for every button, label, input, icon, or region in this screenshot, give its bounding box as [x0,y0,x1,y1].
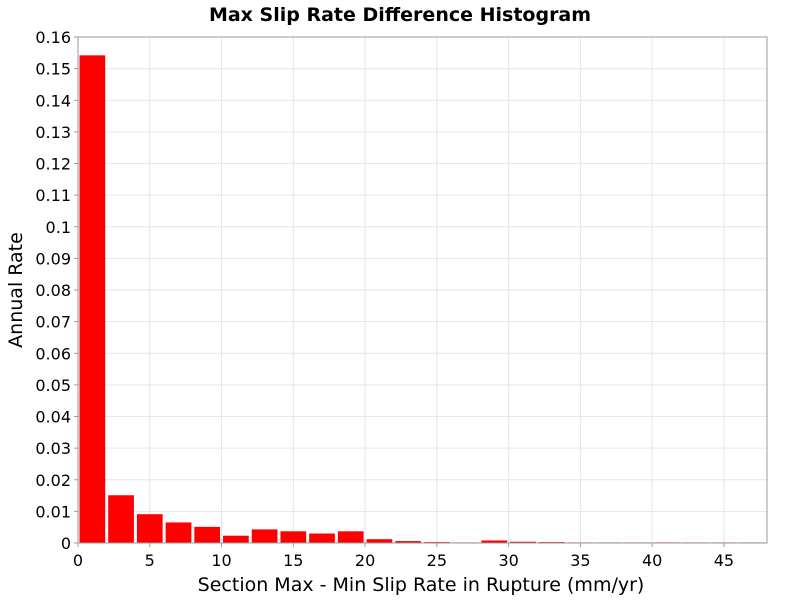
y-tick-label: 0.13 [35,123,71,142]
x-tick-label: 20 [355,551,375,570]
y-tick-label: 0.07 [35,313,71,332]
bar [165,522,192,543]
y-tick-label: 0.06 [35,344,71,363]
bar [481,540,508,543]
y-tick-label: 0.05 [35,376,71,395]
bar [223,535,249,543]
grid-lines [78,37,767,543]
bar [337,531,364,543]
bar [108,495,134,543]
y-tick-label: 0.1 [46,218,71,237]
bar [79,55,106,543]
y-tick-label: 0.14 [35,91,71,110]
x-axis-ticks: 0 5 10 15 20 25 30 35 40 45 [73,543,734,570]
y-tick-label: 0.02 [35,471,71,490]
y-tick-label: 0.08 [35,281,71,300]
y-tick-label: 0.15 [35,60,71,79]
chart-title: Max Slip Rate Difference Histogram [209,4,591,26]
y-tick-label: 0.09 [35,249,71,268]
x-tick-label: 35 [570,551,590,570]
y-tick-label: 0 [61,534,71,553]
bar [309,533,335,543]
bar [251,529,278,543]
bar [194,526,221,543]
bar [136,514,163,543]
x-tick-label: 10 [211,551,231,570]
y-tick-label: 0.16 [35,28,71,47]
y-tick-label: 0.11 [35,186,71,205]
x-tick-label: 30 [498,551,518,570]
x-tick-label: 45 [714,551,734,570]
x-tick-label: 40 [642,551,662,570]
x-axis-label: Section Max - Min Slip Rate in Rupture (… [198,574,645,596]
y-axis-label: Annual Rate [5,232,27,348]
x-tick-label: 15 [283,551,303,570]
x-tick-label: 5 [145,551,155,570]
bars [79,55,766,543]
bar [510,541,536,543]
y-tick-label: 0.04 [35,408,71,427]
bar [395,541,421,543]
y-tick-label: 0.12 [35,155,71,174]
y-axis-ticks: 0 0.01 0.02 0.03 0.04 0.05 0.06 0.07 0.08 0.09 0.1… [35,28,78,553]
bar [280,531,307,543]
x-tick-label: 0 [73,551,83,570]
y-tick-label: 0.01 [35,502,71,521]
y-tick-label: 0.03 [35,439,71,458]
x-tick-label: 25 [427,551,447,570]
bar [366,539,393,543]
